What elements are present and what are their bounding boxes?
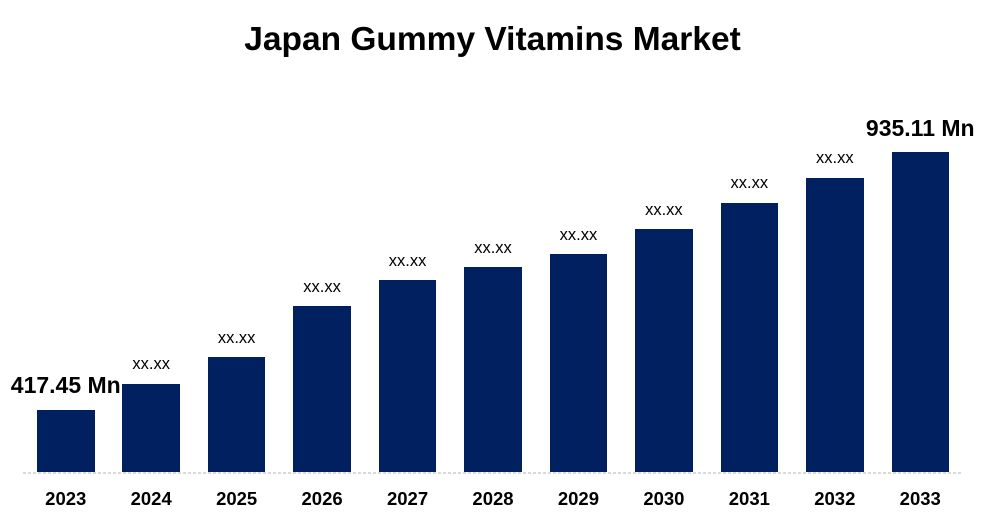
value-label-2028: xx.xx [474,238,512,257]
bar-2028 [464,267,522,472]
bar-2032 [806,177,864,472]
x-axis-line [23,472,963,474]
x-tick-label-2023: 2023 [45,488,87,509]
value-label-2027: xx.xx [388,251,427,270]
bar-2025 [207,357,266,472]
x-tick-label-2029: 2029 [557,488,600,509]
x-tick-label-2026: 2026 [301,488,343,509]
bar-2030 [635,229,693,472]
bar-2024 [122,383,180,472]
bar-2027 [378,280,437,472]
value-label-2023: 417.45 Mn [10,372,121,398]
x-tick-label-2024: 2024 [130,488,172,509]
chart-title: Japan Gummy Vitamins Market [244,21,741,58]
value-label-2032: xx.xx [816,149,854,167]
bar-2033 [891,152,949,472]
x-tick-label-2028: 2028 [472,488,514,509]
x-tick-label-2033: 2033 [899,488,941,509]
value-label-2024: xx.xx [132,355,170,373]
bar-2031 [720,202,779,472]
bar-2029 [549,254,608,472]
plot-area: 417.45 Mn xx.xx xx.xx xx.xx xx.xx xx.xx xx.xx x… [10,114,975,474]
value-label-2029: xx.xx [559,225,598,244]
bar-2026 [293,306,351,472]
bar-2023 [37,409,95,472]
x-tick-label-2031: 2031 [728,488,770,509]
value-label-2030: xx.xx [645,200,683,219]
value-label-2033: 935.11 Mn [865,114,975,141]
value-label-2031: xx.xx [730,174,769,192]
x-tick-label-2025: 2025 [216,488,258,509]
x-tick-label-2030: 2030 [643,488,685,509]
value-label-2026: xx.xx [303,277,341,296]
x-tick-label-2032: 2032 [814,488,856,509]
x-tick-label-2027: 2027 [386,488,429,509]
value-label-2025: xx.xx [217,328,256,347]
